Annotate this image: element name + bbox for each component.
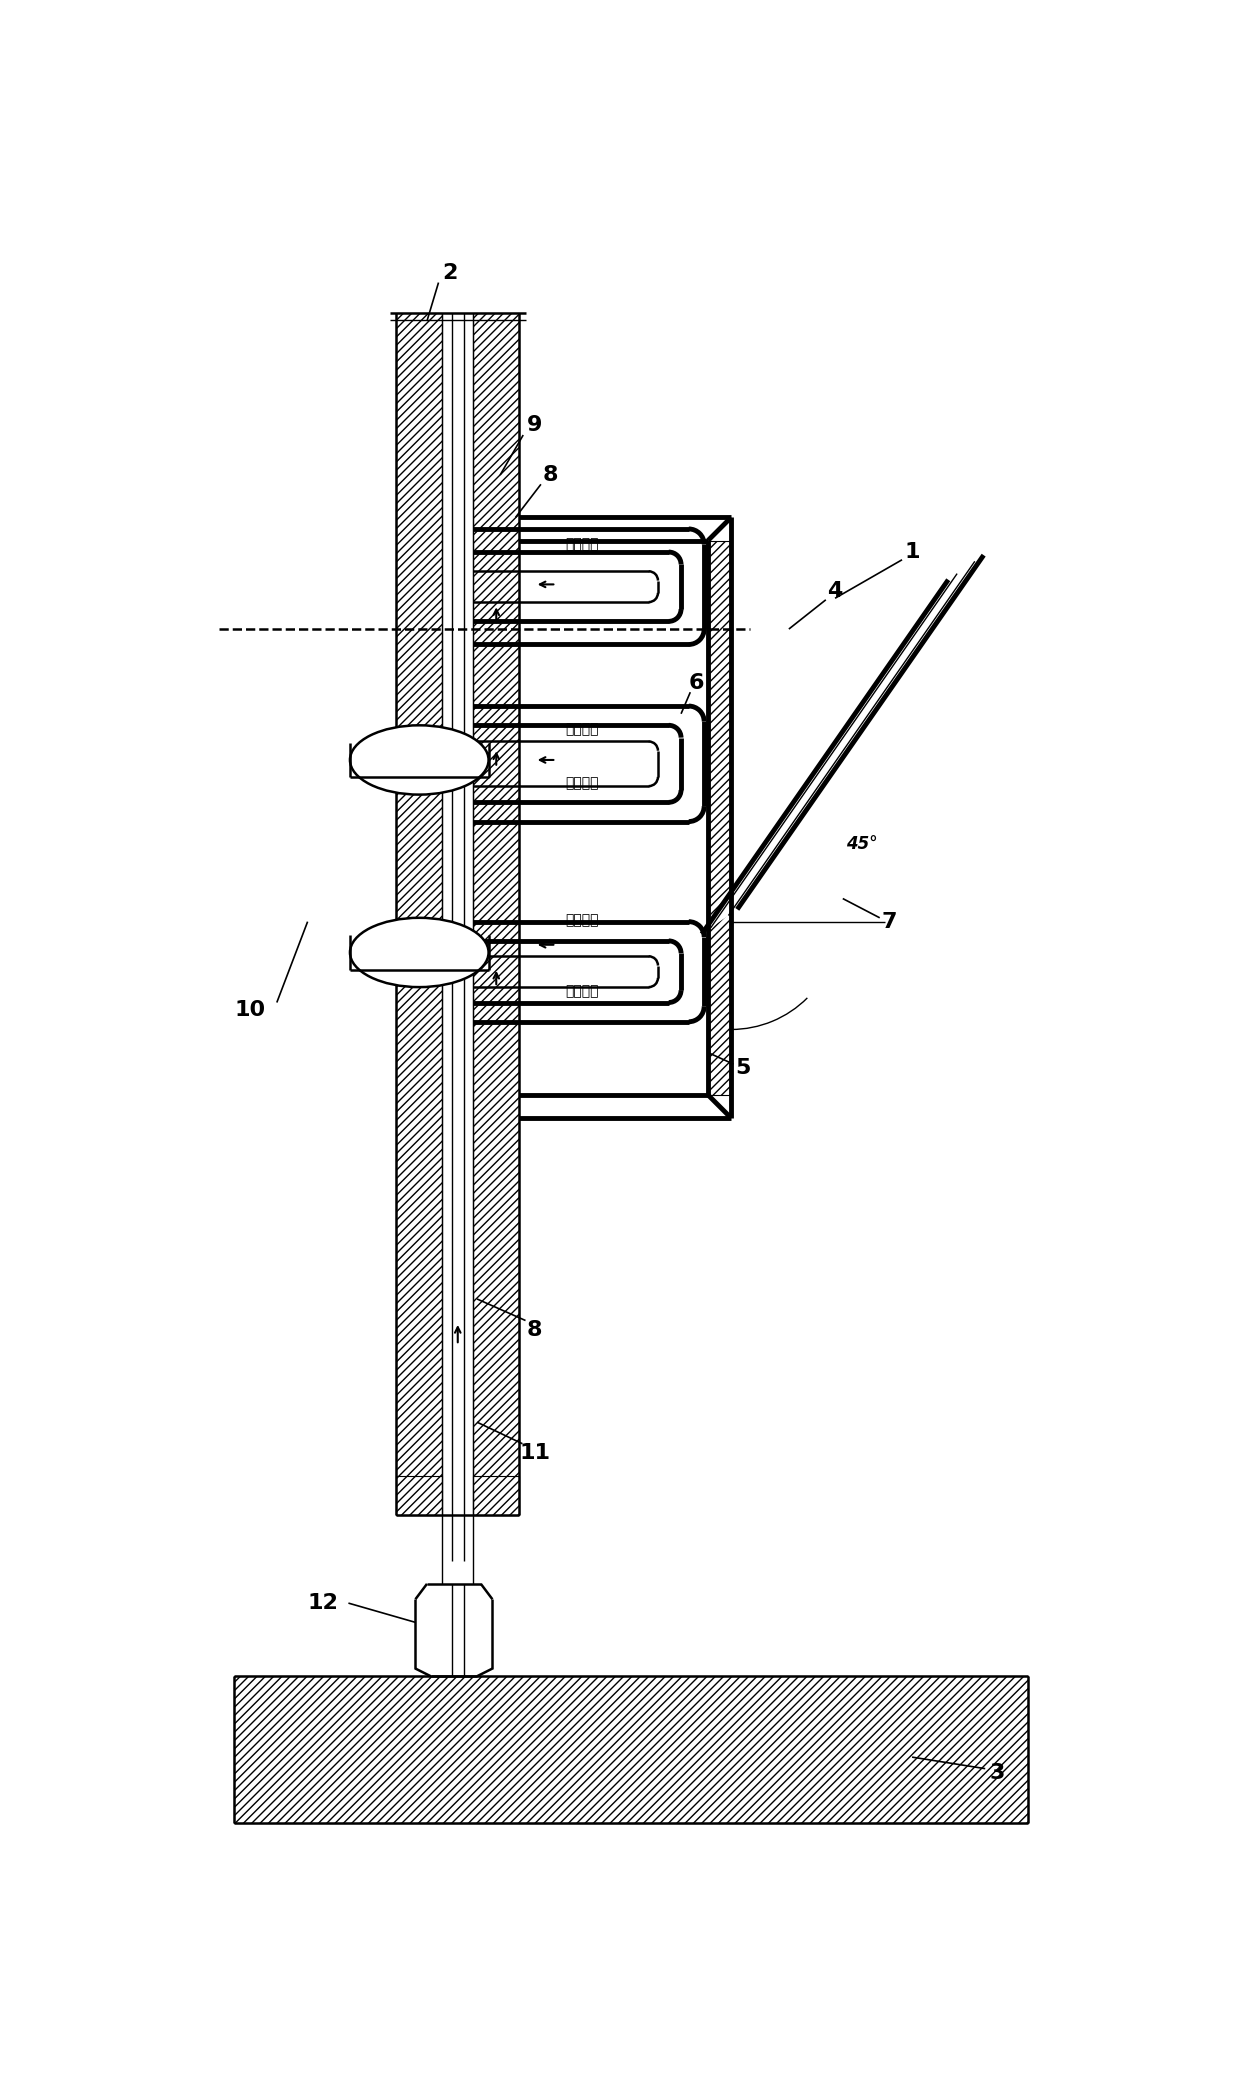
Text: 6: 6 — [689, 673, 704, 692]
Bar — [473, 313, 520, 1515]
Text: 10: 10 — [235, 1001, 266, 1020]
Text: 矿粒检验: 矿粒检验 — [566, 913, 599, 927]
Bar — [396, 1477, 442, 1515]
Text: 8: 8 — [527, 1320, 542, 1341]
Text: 气室方向: 气室方向 — [566, 984, 599, 999]
Text: 4: 4 — [827, 581, 842, 600]
Text: 9: 9 — [527, 415, 542, 434]
Bar — [396, 313, 442, 1515]
Text: 45°: 45° — [846, 835, 878, 852]
Text: 5: 5 — [735, 1057, 751, 1078]
Text: 12: 12 — [308, 1592, 338, 1613]
Text: 气室方向: 气室方向 — [566, 776, 599, 791]
Text: 8: 8 — [542, 466, 558, 485]
Text: 矿粒检验: 矿粒检验 — [566, 537, 599, 552]
Polygon shape — [701, 556, 983, 934]
Bar — [235, 1676, 1028, 1823]
Text: 3: 3 — [989, 1762, 1004, 1783]
Text: 11: 11 — [519, 1443, 551, 1462]
Text: 矿粒检验: 矿粒检验 — [566, 722, 599, 736]
Text: 1: 1 — [904, 541, 920, 562]
Ellipse shape — [350, 726, 489, 795]
Bar — [708, 541, 731, 1095]
Bar — [473, 1477, 520, 1515]
Text: 7: 7 — [882, 913, 897, 932]
Ellipse shape — [350, 917, 489, 988]
Text: 2: 2 — [442, 264, 458, 283]
